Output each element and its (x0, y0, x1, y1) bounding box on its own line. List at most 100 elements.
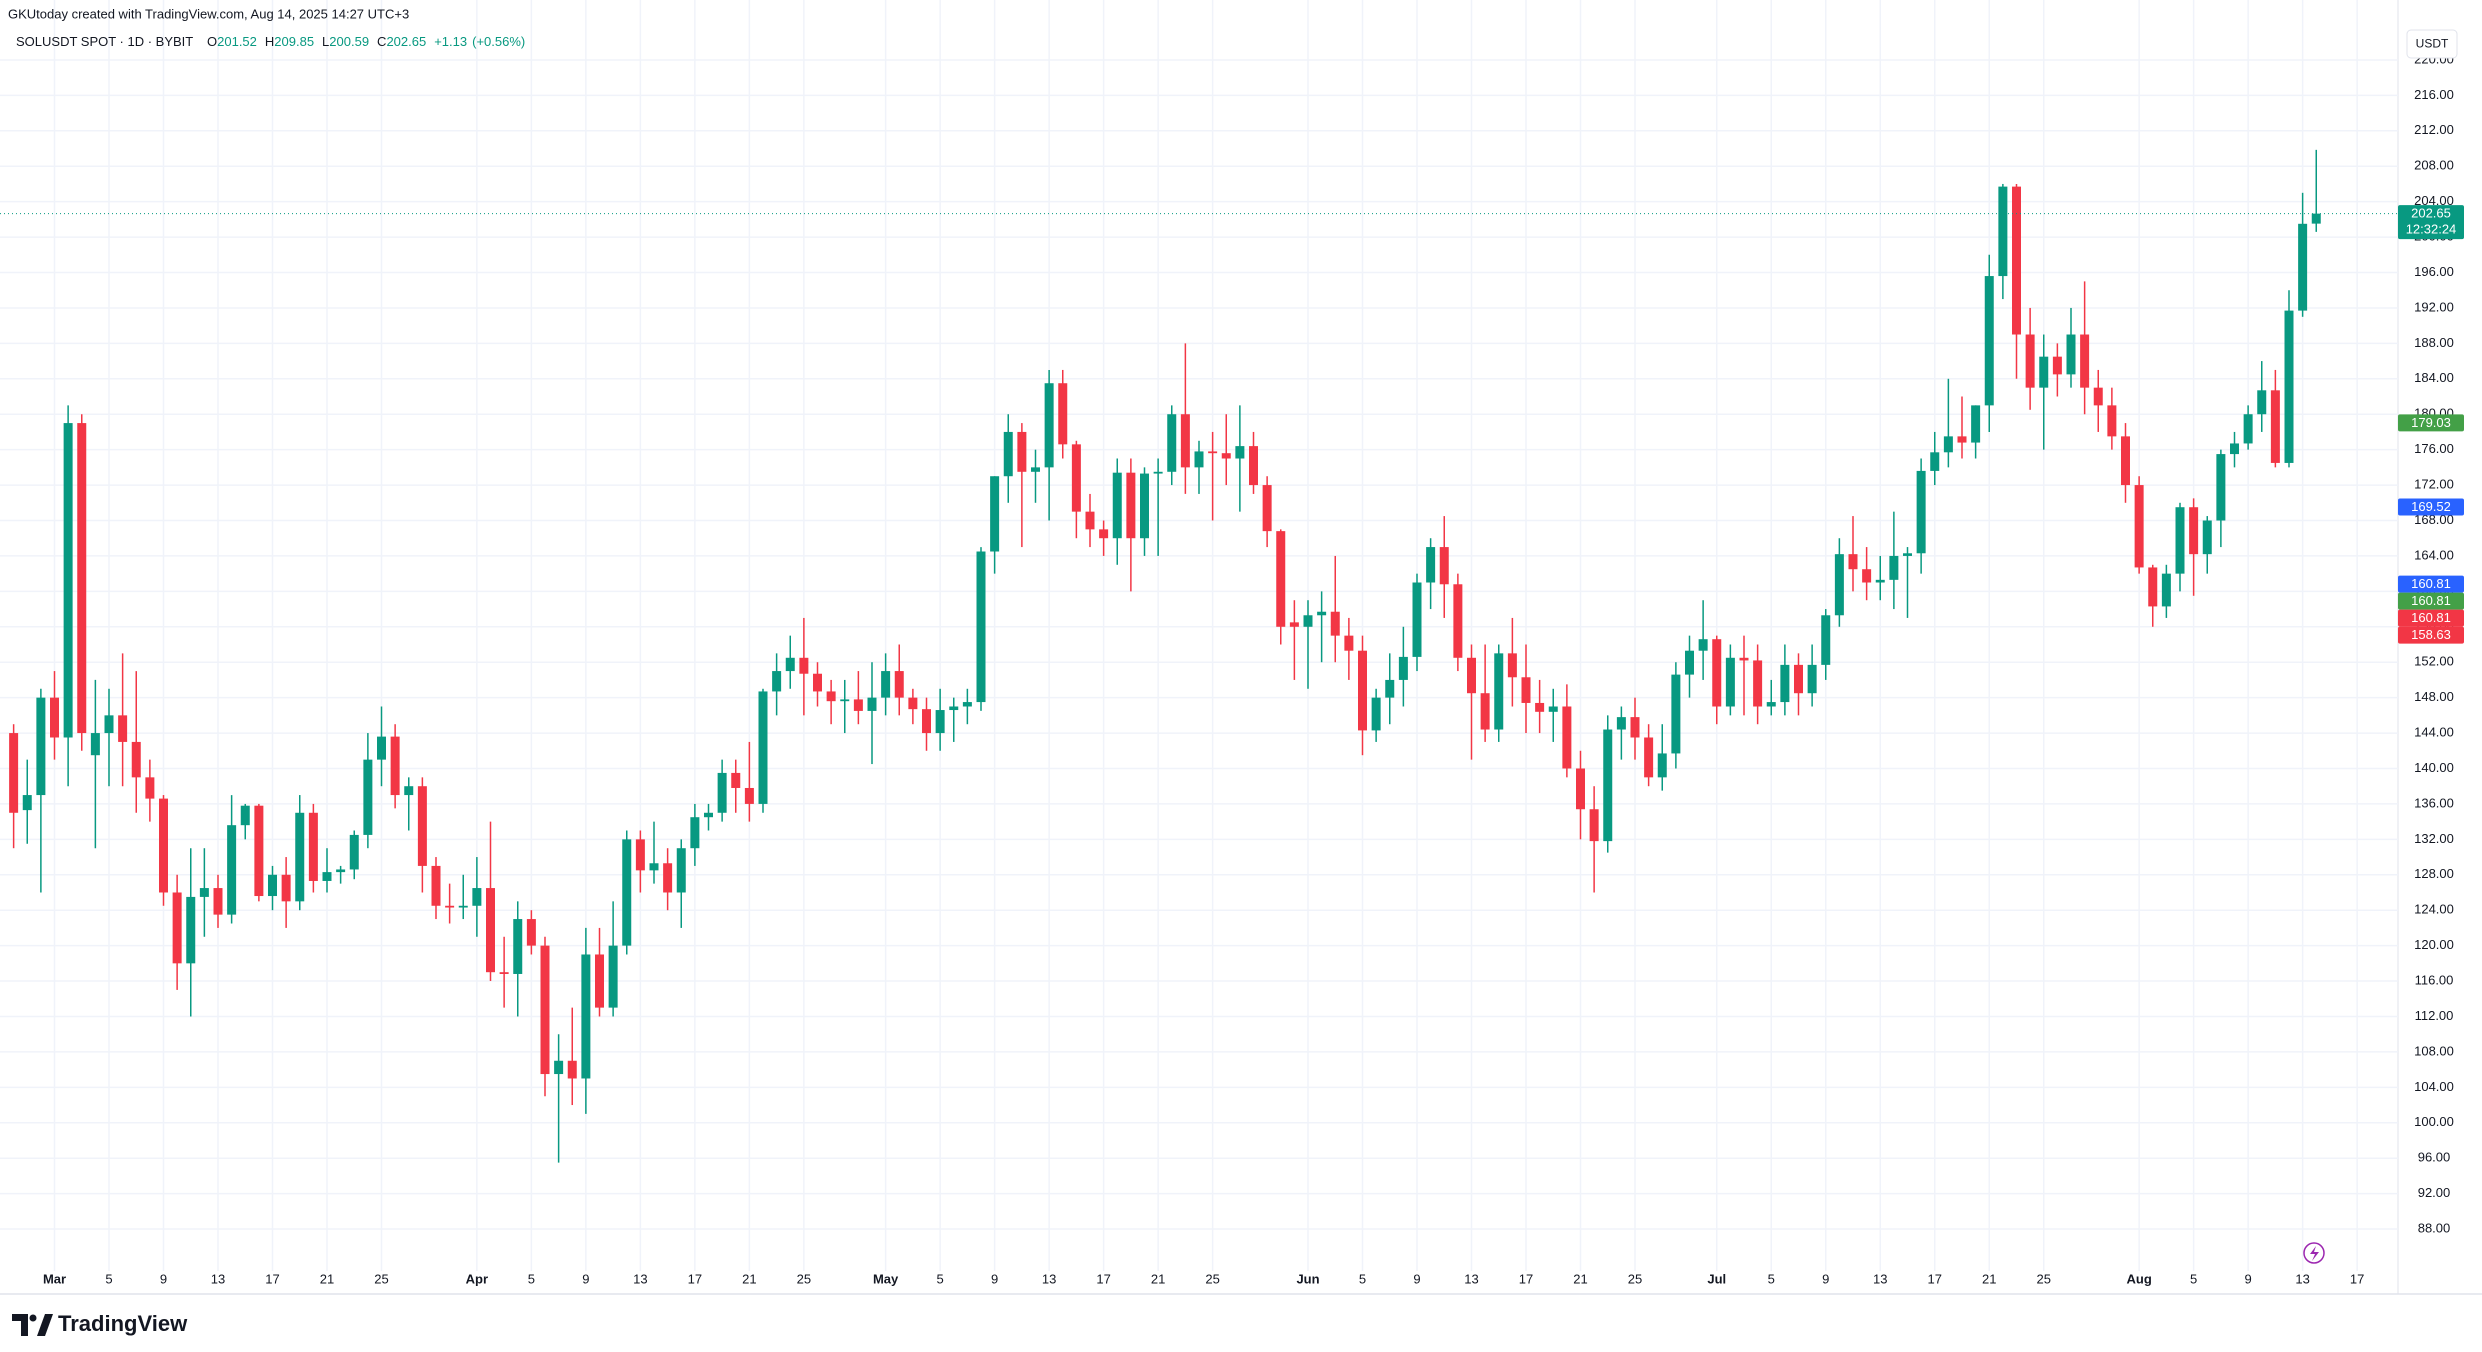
y-tick-label: 128.00 (2414, 866, 2454, 881)
candle-body (1289, 622, 1299, 627)
candle-body (649, 863, 659, 871)
candle-body (2148, 567, 2158, 607)
y-tick-label: 188.00 (2414, 335, 2454, 350)
candle-body (172, 892, 182, 964)
lightning-icon[interactable] (2303, 1242, 2325, 1264)
candle-body (676, 848, 686, 893)
candle-body (486, 888, 495, 973)
candle-body (2216, 454, 2226, 521)
candle-body (431, 865, 441, 906)
y-tick-label: 112.00 (2415, 1008, 2454, 1023)
candle-body (458, 905, 468, 908)
candle-body (50, 697, 59, 738)
candle-body (813, 673, 822, 692)
candle-body (1412, 582, 1422, 657)
candle-body (2298, 223, 2308, 311)
x-tick-label: 5 (105, 1271, 112, 1286)
candle-body (949, 706, 959, 711)
price-tag-label: 160.81 (2411, 576, 2451, 591)
candle-body (799, 657, 809, 674)
symbol-name: SOLUSDT SPOT · 1D · BYBIT (16, 34, 193, 49)
candle-body (336, 869, 346, 873)
currency-box[interactable] (2406, 29, 2458, 59)
candle-body (1671, 674, 1681, 754)
candle-body (1957, 436, 1967, 443)
candle-body (1467, 657, 1476, 694)
candle-body (2189, 507, 2199, 555)
candle-body (268, 874, 277, 897)
candle-body (1916, 470, 1926, 554)
candle-body (540, 945, 550, 1075)
y-tick-label: 152.00 (2414, 654, 2454, 669)
y-tick-label: 144.00 (2414, 725, 2454, 740)
candle-body (1099, 529, 1109, 539)
ohlc-prefix: H (265, 34, 274, 49)
candle-body (1249, 446, 1258, 486)
candle-body (976, 551, 986, 703)
candle-body (2080, 334, 2090, 388)
candle-body (2270, 390, 2280, 463)
candle-body (1971, 405, 1981, 443)
ohlc-prefix: L (322, 34, 329, 49)
candle-body (1167, 414, 1177, 472)
price-tag (2398, 592, 2464, 610)
ohlc-value: 201.52 (217, 34, 257, 49)
candle-body (1398, 656, 1408, 680)
candle-body (499, 972, 509, 974)
candle-body (1930, 452, 1940, 471)
x-tick-label: 13 (1873, 1271, 1887, 1286)
candle-body (1194, 451, 1204, 468)
candle-body (1276, 531, 1286, 627)
candle-body (1657, 753, 1667, 778)
candle-body (1439, 547, 1449, 585)
ohlc-value: 209.85 (274, 34, 314, 49)
candle-body (1330, 611, 1340, 636)
candle-body (1344, 635, 1354, 651)
x-tick-label: Jul (1707, 1271, 1726, 1286)
candle-body (1058, 383, 1068, 445)
candle-body (2052, 356, 2062, 375)
candle-body (1589, 809, 1599, 842)
candle-body (935, 710, 945, 734)
candle-body (608, 945, 618, 1008)
x-tick-label: 21 (1982, 1271, 1996, 1286)
candle-body (131, 741, 141, 778)
candle-body (1521, 677, 1531, 703)
candle-body (1426, 547, 1436, 583)
y-tick-label: 192.00 (2414, 299, 2454, 314)
candle-body (254, 805, 264, 897)
x-tick-label: 13 (1042, 1271, 1056, 1286)
x-tick-label: 13 (2295, 1271, 2309, 1286)
candle-body (186, 896, 196, 964)
candle-body (1848, 554, 1858, 570)
candle-body (2134, 485, 2144, 568)
y-tick-label: 116.00 (2415, 972, 2454, 987)
currency-label[interactable]: USDT (2416, 37, 2449, 51)
y-tick-label: 108.00 (2414, 1043, 2454, 1058)
x-tick-label: Jun (1296, 1271, 1319, 1286)
candle-body (1834, 554, 1844, 616)
y-tick-label: 168.00 (2414, 512, 2454, 527)
candle-body (1685, 650, 1694, 675)
candle-body (526, 919, 536, 946)
x-tick-label: Apr (466, 1271, 488, 1286)
candle-body (308, 812, 318, 881)
candle-body (1943, 436, 1953, 453)
brand-logo[interactable]: TradingView (12, 1311, 188, 1336)
candle-body (1548, 706, 1558, 712)
candle-body (513, 919, 523, 974)
candle-body (1889, 555, 1899, 580)
candle-body (2039, 356, 2049, 388)
candle-body (1616, 717, 1626, 730)
candle-body (908, 697, 918, 710)
candle-body (690, 817, 700, 849)
logo-slash (37, 1314, 53, 1336)
candle-body (145, 777, 155, 799)
candle-body (22, 795, 32, 811)
x-tick-label: 25 (1205, 1271, 1219, 1286)
candle-body (1262, 485, 1272, 532)
countdown-label: 12:32:24 (2406, 222, 2457, 237)
candle-body (404, 786, 414, 796)
y-tick-label: 120.00 (2414, 937, 2454, 952)
y-tick-label: 96.00 (2418, 1150, 2451, 1165)
